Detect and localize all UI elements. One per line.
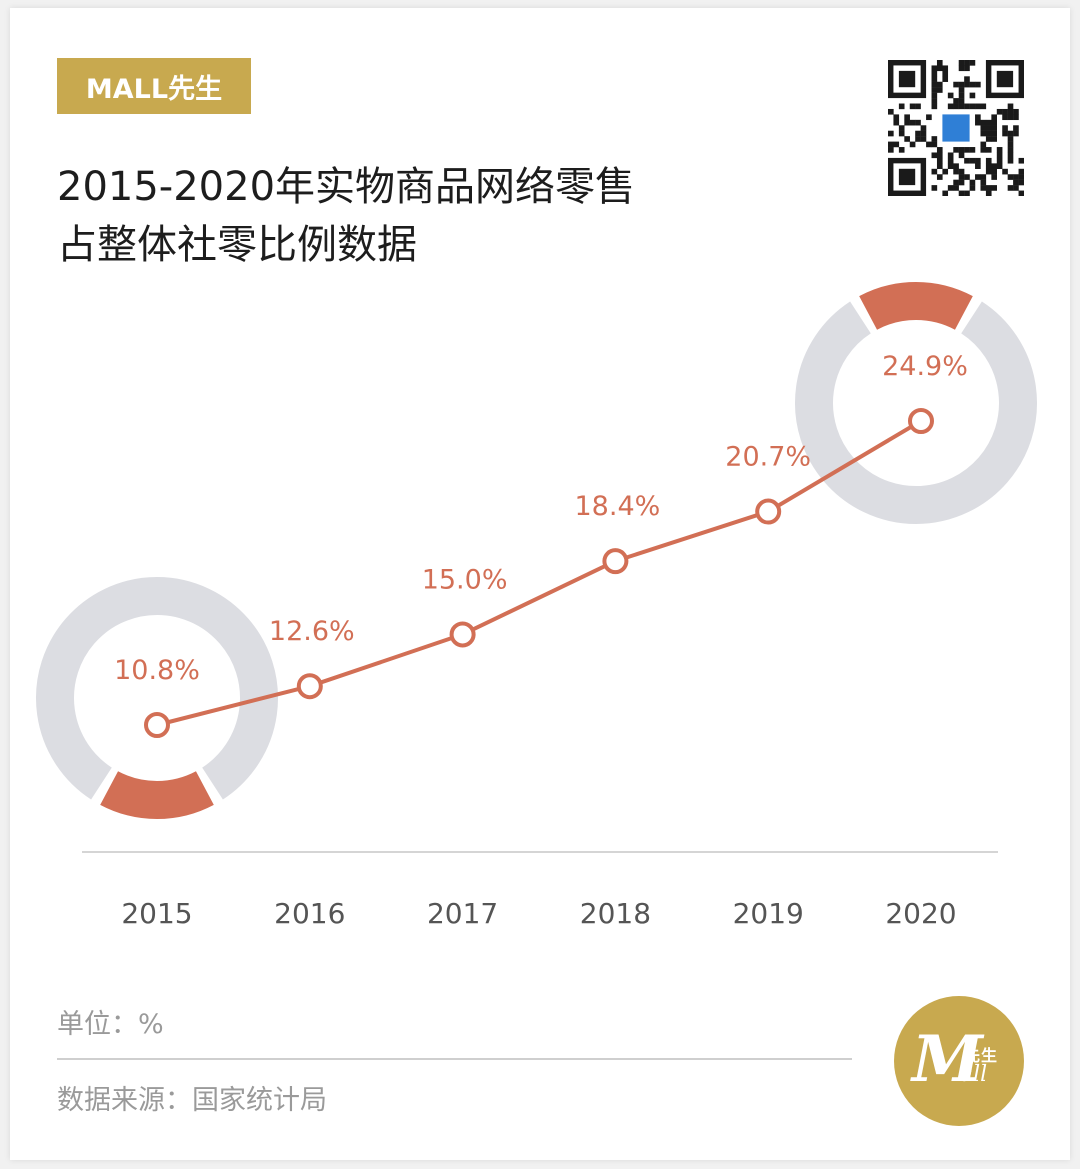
data-point-2015 — [144, 712, 170, 738]
brand-badge: MALL先生 — [57, 58, 251, 114]
chart-title-line-1: 2015-2020年实物商品网络零售 — [57, 164, 636, 210]
chart-title: 2015-2020年实物商品网络零售 占整体社零比例数据 — [57, 158, 777, 274]
series-line — [156, 419, 923, 727]
data-label-2019: 20.7% — [725, 442, 811, 473]
data-point-2017 — [449, 621, 476, 648]
data-label-2016: 12.6% — [269, 616, 355, 647]
data-label-2020: 24.9% — [882, 351, 968, 382]
data-label-2015: 10.8% — [114, 655, 200, 686]
x-tick-2018: 2018 — [580, 897, 651, 930]
data-points — [144, 408, 934, 738]
qr-code-icon — [888, 60, 1024, 196]
unit-note: 单位：% — [57, 1009, 164, 1040]
x-tick-2015: 2015 — [121, 897, 192, 930]
x-tick-2017: 2017 — [427, 897, 498, 930]
footer-divider — [57, 1058, 852, 1060]
logo-letters-all: all — [960, 1062, 988, 1087]
data-label-2018: 18.4% — [575, 491, 661, 522]
x-tick-2016: 2016 — [274, 897, 345, 930]
data-point-2019 — [755, 498, 782, 525]
x-tick-2019: 2019 — [733, 897, 804, 930]
ring-track-2020 — [795, 301, 1037, 524]
data-point-2020 — [908, 408, 934, 434]
ring-accent-2020 — [859, 282, 973, 331]
x-tick-2020: 2020 — [885, 897, 956, 930]
data-label-2017: 15.0% — [422, 564, 508, 595]
data-source: 数据来源：国家统计局 — [57, 1085, 327, 1116]
data-labels: 10.8% 12.6% 15.0% 18.4% 20.7% 24.9% — [114, 351, 968, 686]
logo-chinese: 先生 — [964, 1046, 999, 1065]
chart-title-line-2: 占整体社零比例数据 — [57, 222, 417, 268]
mall-logo: M 先生 all — [894, 996, 1024, 1126]
data-point-2016 — [296, 673, 323, 700]
data-point-2018 — [602, 548, 629, 575]
ring-accent-2015 — [100, 770, 214, 819]
logo-letter-m: M — [912, 1022, 983, 1097]
x-tick-labels: 2015 2016 2017 2018 2019 2020 — [121, 897, 956, 930]
highlight-rings — [36, 282, 1037, 819]
ring-track-2015 — [36, 577, 278, 800]
